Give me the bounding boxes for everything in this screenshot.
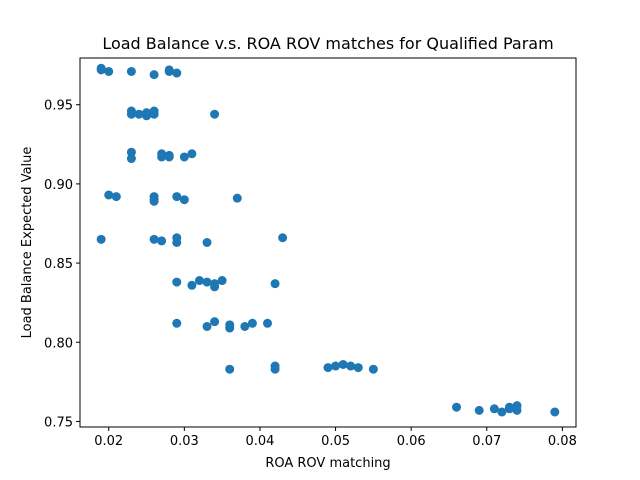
y-tick-label-4: 0.95 [44,99,73,114]
y-axis-ticks: 0.75 0.80 0.85 0.90 0.95 [44,99,80,430]
data-point-48 [202,321,212,331]
data-point-10 [134,109,144,119]
data-point-28 [149,196,159,206]
data-point-59 [331,361,341,371]
data-point-2 [104,66,114,76]
data-point-60 [338,359,348,369]
data-point-33 [149,234,159,244]
data-point-69 [504,404,514,414]
x-tick-label-1: 0.02 [94,434,123,449]
data-point-57 [270,364,280,374]
data-point-36 [172,238,182,247]
data-point-12 [142,111,152,121]
data-point-62 [353,363,363,373]
data-point-65 [474,405,484,415]
data-point-24 [104,190,114,200]
data-point-72 [550,407,560,417]
data-point-31 [232,193,242,203]
y-tick-label-2: 0.85 [44,257,73,272]
x-tick-label-4: 0.05 [321,434,350,449]
data-point-63 [368,364,378,374]
data-point-16 [126,147,136,157]
data-point-44 [210,282,220,292]
y-tick-label-0: 0.75 [44,415,73,430]
data-point-41 [194,276,204,286]
data-point-25 [111,192,121,202]
data-point-22 [179,152,189,162]
data-point-52 [240,321,250,331]
data-point-32 [96,234,106,244]
y-tick-label-3: 0.90 [44,178,73,193]
x-axis-label: ROA ROV matching [265,456,390,471]
data-point-1 [96,65,106,75]
data-point-54 [263,318,273,328]
data-point-23 [187,149,197,159]
data-point-42 [202,277,212,287]
data-point-29 [172,192,182,202]
data-point-14 [149,109,159,119]
x-tick-label-3: 0.04 [245,434,274,449]
data-points [96,63,560,417]
data-point-7 [172,68,182,78]
x-tick-label-6: 0.07 [472,434,501,449]
x-tick-label-2: 0.03 [170,434,199,449]
data-point-4 [149,70,159,80]
data-point-38 [278,233,288,243]
data-point-67 [497,407,507,417]
data-point-46 [270,279,280,289]
data-point-6 [164,66,174,76]
plot-frame [79,57,577,428]
data-point-45 [217,276,227,286]
data-point-55 [225,364,235,374]
data-point-3 [126,66,136,76]
data-point-21 [164,152,174,162]
data-point-34 [157,236,167,246]
data-point-47 [172,318,182,328]
data-point-40 [187,280,197,290]
y-tick-label-1: 0.80 [44,336,73,351]
data-point-30 [179,195,189,205]
data-point-53 [247,318,257,328]
data-point-19 [157,152,167,162]
chart-title: Load Balance v.s. ROA ROV matches for Qu… [102,34,553,53]
data-point-49 [210,317,220,327]
data-point-39 [172,277,182,287]
data-point-61 [346,361,356,371]
data-point-66 [489,404,499,414]
data-point-64 [452,402,462,412]
data-point-58 [323,363,333,373]
data-point-37 [202,238,212,247]
data-point-9 [126,109,136,119]
y-axis-label: Load Balance Expected Value [20,147,35,339]
x-axis-ticks: 0.02 0.03 0.04 0.05 0.06 0.07 0.08 [94,427,577,449]
data-point-71 [512,405,522,415]
data-point-17 [126,154,136,164]
x-tick-label-7: 0.08 [548,434,577,449]
x-tick-label-5: 0.06 [397,434,426,449]
data-point-15 [210,109,220,119]
data-point-51 [225,323,235,333]
